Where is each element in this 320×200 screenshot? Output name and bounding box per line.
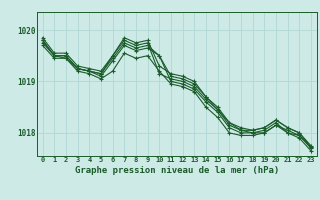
X-axis label: Graphe pression niveau de la mer (hPa): Graphe pression niveau de la mer (hPa)	[75, 166, 279, 175]
